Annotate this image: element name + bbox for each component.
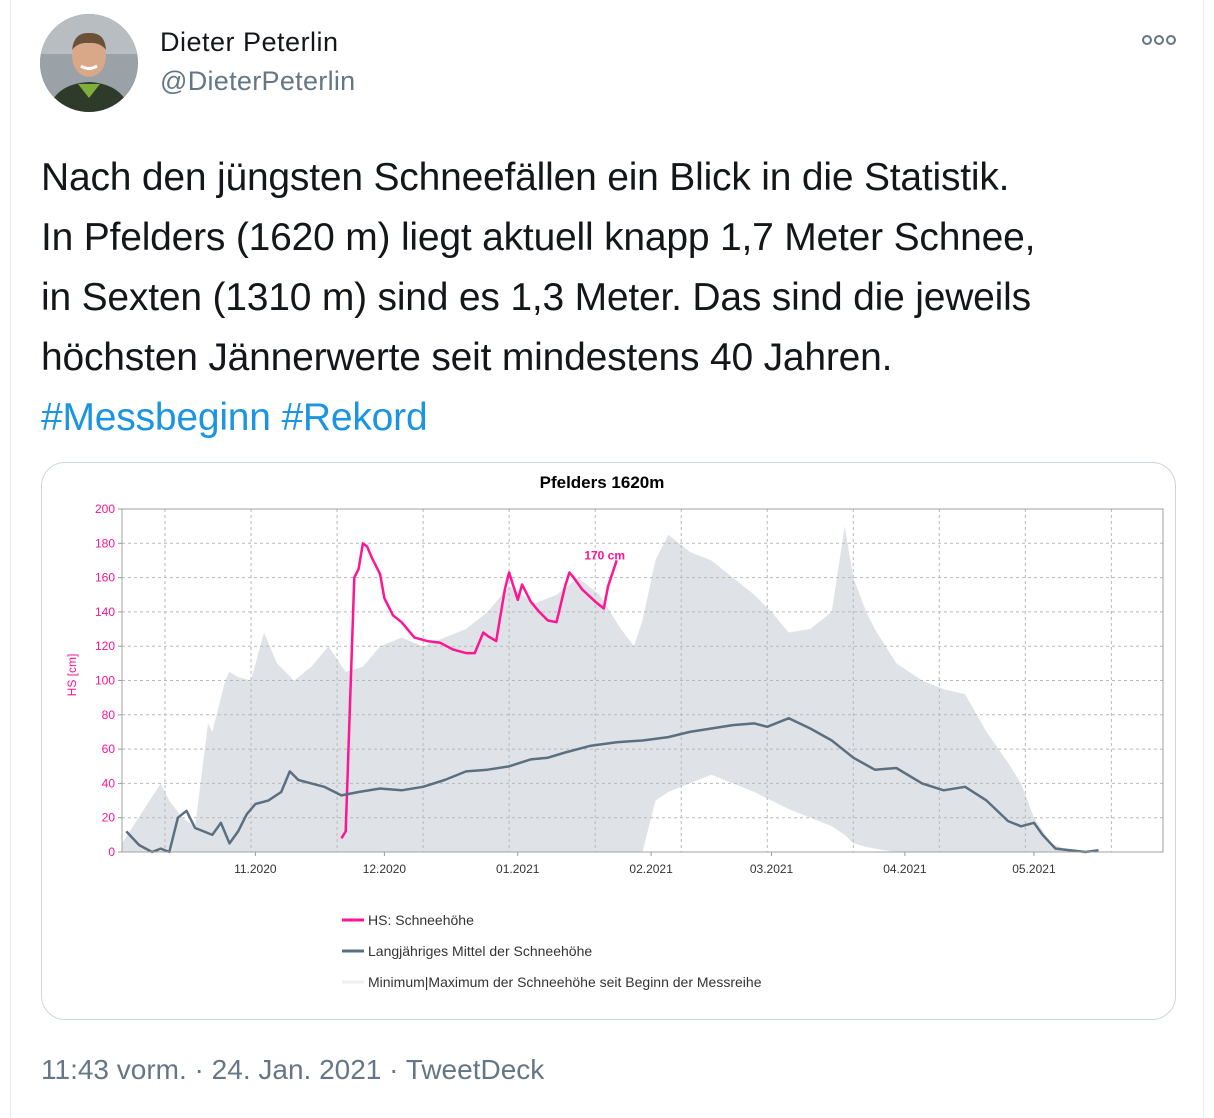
hashtag-line: #Messbeginn #Rekord (41, 388, 1191, 448)
y-tick-label: 40 (102, 776, 116, 790)
more-options-button[interactable] (1139, 30, 1179, 50)
snow-depth-chart: Pfelders 1620m HS [cm] 170 cm 0 20 40 60 80 1… (65, 473, 1164, 990)
footer-separator: · (381, 1054, 406, 1085)
series-minmax-band (122, 526, 1073, 852)
author-name[interactable]: Dieter Peterlin (160, 27, 339, 57)
chart-title: Pfelders 1620m (540, 473, 665, 492)
x-tick-label: 04.2021 (883, 862, 927, 876)
avatar[interactable] (40, 14, 138, 112)
more-options-icon (1142, 35, 1176, 45)
y-tick-label: 20 (102, 811, 116, 825)
y-tick-label: 160 (95, 571, 115, 585)
legend: HS: Schneehöhe Langjähriges Mittel der Sc… (342, 912, 762, 990)
y-tick-label: 140 (95, 605, 115, 619)
plot-frame (121, 508, 1164, 853)
tweet-card: Dieter Peterlin @DieterPeterlin Nach den… (10, 0, 1204, 1118)
hashtag-messbeginn[interactable]: #Messbeginn (41, 396, 271, 439)
x-tick-label: 01.2021 (496, 862, 540, 876)
series-layer: 170 cm (125, 542, 1099, 854)
tweet-media-image[interactable]: Pfelders 1620m HS [cm] 170 cm 0 20 40 60 80 1… (41, 462, 1176, 1020)
legend-label: HS: Schneehöhe (368, 912, 474, 928)
y-tick-label: 80 (102, 708, 116, 722)
tweet-text-line: in Sexten (1310 m) sind es 1,3 Meter. Da… (41, 276, 1031, 319)
footer-separator: · (186, 1054, 212, 1085)
y-tick-label: 120 (95, 639, 115, 653)
tweet-date[interactable]: 24. Jan. 2021 (211, 1054, 382, 1085)
x-tick-label: 05.2021 (1012, 862, 1056, 876)
x-tick-label: 12.2020 (363, 862, 407, 876)
tweet-time[interactable]: 11:43 vorm. (41, 1054, 187, 1085)
y-tick-label: 200 (95, 502, 115, 516)
series-line-hs (340, 542, 618, 839)
annotation-current-value: 170 cm (584, 548, 625, 562)
tweet-footer: 11:43 vorm. · 24. Jan. 2021 · TweetDeck (41, 1054, 544, 1086)
legend-label: Minimum|Maximum der Schneehöhe seit Begi… (368, 974, 762, 990)
y-axis-label: HS [cm] (65, 654, 79, 697)
axes-layer: 0 20 40 60 80 100 120 140 160 180 200 11.2020 12.202… (95, 502, 1164, 876)
x-tick-label: 03.2021 (750, 862, 794, 876)
tweet-text-line: Nach den jüngsten Schneefällen ein Blick… (41, 156, 1010, 199)
hashtag-rekord[interactable]: #Rekord (281, 396, 428, 439)
range-band-layer (122, 509, 1163, 852)
series-line-mean (125, 716, 1099, 854)
tweet-text-line: höchsten Jännerwerte seit mindestens 40 … (41, 336, 893, 379)
tweet-text-line: In Pfelders (1620 m) liegt aktuell knapp… (41, 216, 1036, 259)
avatar-photo (40, 14, 138, 112)
tweet-text: Nach den jüngsten Schneefällen ein Blick… (41, 148, 1191, 448)
y-tick-label: 0 (108, 845, 115, 859)
y-tick-label: 180 (95, 536, 115, 550)
y-tick-label: 100 (95, 674, 115, 688)
author-handle[interactable]: @DieterPeterlin (160, 66, 356, 96)
y-tick-label: 60 (102, 742, 116, 756)
legend-label: Langjähriges Mittel der Schneehöhe (368, 943, 592, 959)
tweet-source[interactable]: TweetDeck (405, 1054, 545, 1085)
x-tick-label: 02.2021 (629, 862, 673, 876)
x-tick-label: 11.2020 (234, 862, 277, 876)
